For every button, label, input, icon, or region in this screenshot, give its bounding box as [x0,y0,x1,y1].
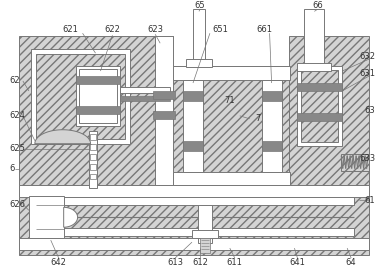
Text: 621: 621 [63,25,79,34]
Text: 625: 625 [9,144,25,153]
Bar [186,59,212,67]
Bar [298,83,342,91]
Bar [19,238,369,250]
Bar [89,164,96,170]
Bar [301,70,338,142]
Bar [173,66,290,80]
Polygon shape [35,130,91,144]
Text: 632: 632 [359,52,375,61]
Text: 642: 642 [51,258,67,266]
Text: 622: 622 [104,25,120,34]
Bar [290,36,369,185]
Bar [120,96,170,101]
Bar [29,196,64,238]
Bar [298,113,342,121]
Bar [89,131,96,188]
Polygon shape [64,207,78,227]
Bar [89,154,96,160]
Bar [19,185,369,250]
Bar [298,66,342,146]
Bar [173,66,290,185]
Bar [19,131,369,255]
Bar [173,171,290,185]
Text: 613: 613 [167,258,183,266]
Bar [200,238,210,253]
Text: 65: 65 [195,1,205,10]
Bar [76,76,120,84]
Text: 66: 66 [312,1,323,10]
Bar [262,141,281,151]
Bar [36,54,125,139]
Bar [183,141,203,151]
Text: 63: 63 [364,106,375,115]
Bar [19,185,369,197]
Bar [183,91,203,101]
Bar [89,144,96,150]
Bar [79,69,118,123]
Bar [31,49,130,144]
Text: 624: 624 [9,111,25,120]
Bar [305,9,324,69]
Bar [262,80,281,171]
Text: 611: 611 [227,258,243,266]
Bar [120,87,170,93]
Bar [298,63,331,71]
Bar [76,106,120,114]
Bar [341,154,369,171]
Text: 7: 7 [255,114,260,123]
Text: 651: 651 [212,25,228,34]
Bar [76,66,120,126]
Bar [192,230,218,238]
Text: 626: 626 [9,200,25,209]
Text: 61: 61 [364,196,375,205]
Text: 633: 633 [359,154,375,163]
Bar [153,91,175,99]
Bar [89,174,96,180]
Bar [198,205,212,243]
Text: 641: 641 [290,258,305,266]
Bar [262,91,281,101]
Bar [36,228,354,236]
Bar [155,36,173,185]
Text: 661: 661 [257,25,273,34]
Text: 62: 62 [9,76,20,86]
Bar [193,9,205,64]
Bar [153,111,175,119]
Bar [183,80,203,171]
Bar [36,197,354,205]
Text: 612: 612 [192,258,208,266]
Bar [89,134,96,140]
Bar [19,36,173,185]
Text: 71: 71 [225,96,235,105]
Text: 6: 6 [9,164,14,173]
Text: 64: 64 [346,258,356,266]
Text: 623: 623 [147,25,163,34]
Text: 631: 631 [359,69,375,77]
